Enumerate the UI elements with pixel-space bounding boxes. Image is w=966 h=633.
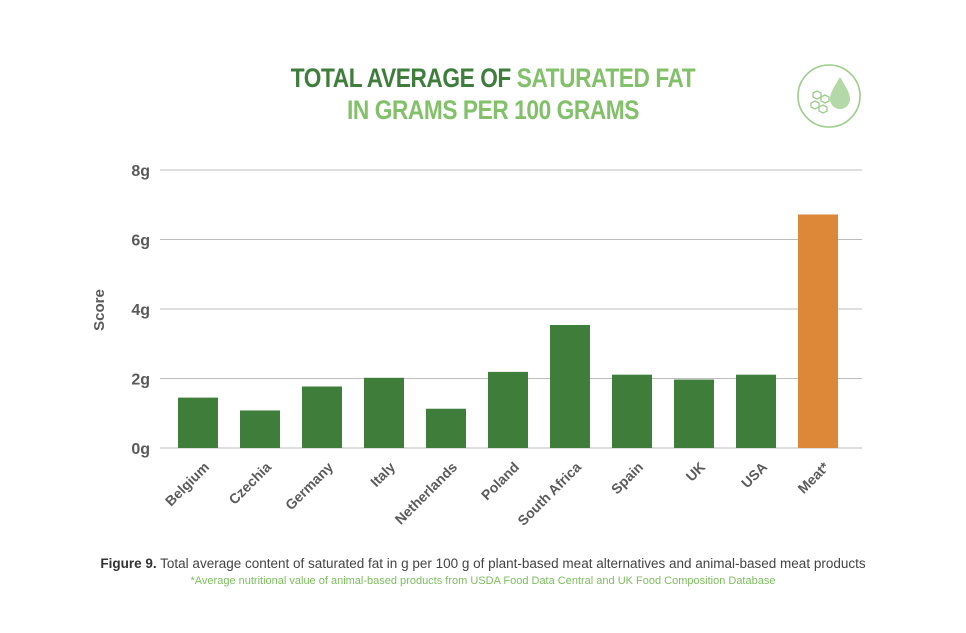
x-tick-label: South Africa (514, 459, 584, 529)
title-part-light: SATURATED FAT (516, 63, 696, 93)
x-tick-label: Germany (282, 459, 336, 513)
x-tick-label: Czechia (225, 459, 274, 508)
x-tick-label: Meat* (794, 458, 832, 496)
x-tick-label: Spain (608, 459, 646, 497)
x-tick-label: UK (682, 459, 708, 485)
x-tick-label: USA (738, 459, 770, 491)
y-tick-label: 6g (131, 233, 150, 250)
y-tick-label: 2g (131, 372, 150, 389)
bar (302, 386, 342, 448)
y-tick-label: 0g (131, 441, 150, 458)
bar (798, 214, 838, 448)
x-tick-label: Poland (478, 459, 522, 503)
x-tick-label: Italy (367, 459, 398, 490)
title-part-dark: TOTAL AVERAGE OF (290, 63, 517, 93)
bar (240, 410, 280, 448)
figure-caption-text: Total average content of saturated fat i… (156, 556, 866, 571)
figure-label: Figure 9. (100, 556, 157, 571)
bar (550, 324, 590, 448)
y-axis-label: Score (91, 289, 108, 331)
fat-droplet-icon (797, 64, 861, 128)
footnote: *Average nutritional value of animal-bas… (190, 575, 776, 587)
figure-caption: Figure 9. Total average content of satur… (0, 556, 966, 571)
bar (178, 397, 218, 448)
bar (364, 377, 404, 448)
title-line-2: IN GRAMS PER 100 GRAMS (347, 95, 639, 125)
title-line-1: TOTAL AVERAGE OF SATURATED FAT (79, 62, 907, 94)
bar (612, 374, 652, 448)
bar (426, 408, 466, 448)
bar (674, 379, 714, 448)
x-tick-label: Netherlands (392, 459, 461, 528)
y-tick-label: 8g (131, 163, 150, 180)
x-tick-label: Belgium (162, 459, 212, 509)
bar (736, 374, 776, 448)
chart-title: TOTAL AVERAGE OF SATURATED FAT IN GRAMS … (79, 62, 907, 126)
bar (488, 371, 528, 448)
y-tick-label: 4g (131, 302, 150, 319)
